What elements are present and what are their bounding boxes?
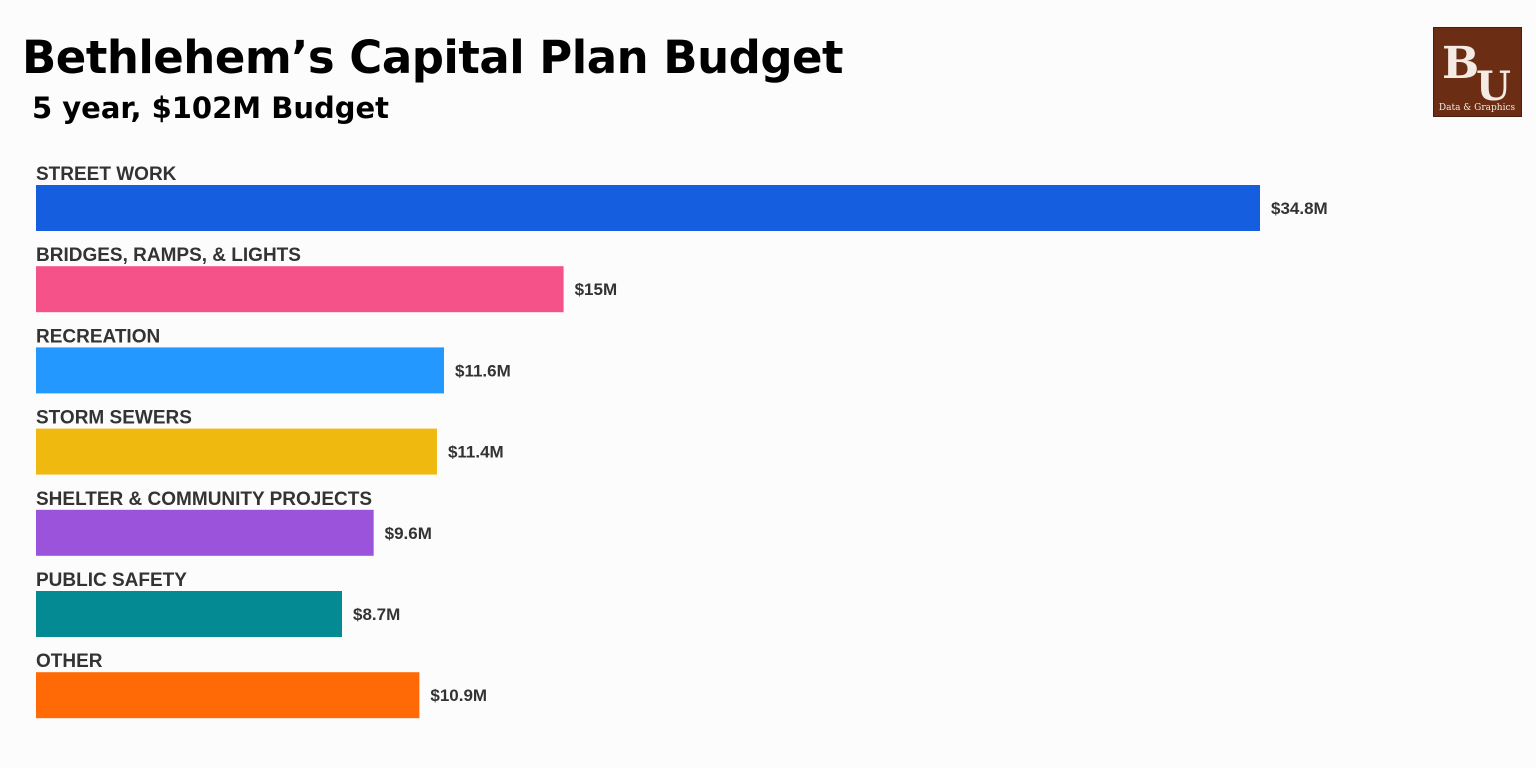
category-label: OTHER <box>36 651 103 672</box>
category-label: SHELTER & COMMUNITY PROJECTS <box>36 489 372 510</box>
category-label: PUBLIC SAFETY <box>36 570 187 591</box>
value-label: $15M <box>575 280 618 299</box>
bar <box>36 428 437 475</box>
category-label: STORM SEWERS <box>36 408 192 429</box>
value-label: $11.4M <box>448 443 504 462</box>
value-label: $10.9M <box>430 686 487 705</box>
bu-data-graphics-logo: B U Data & Graphics <box>1433 27 1522 117</box>
bar <box>36 591 342 637</box>
bar <box>36 672 420 719</box>
bar <box>36 509 374 556</box>
category-label: STREET WORK <box>36 164 177 185</box>
bar <box>36 266 564 313</box>
value-label: $11.6M <box>455 361 511 380</box>
logo-letter-b: B <box>1442 38 1479 89</box>
value-label: $8.7M <box>353 605 400 624</box>
logo-letter-u: U <box>1476 63 1511 110</box>
logo-caption: Data & Graphics <box>1439 103 1516 113</box>
value-label: $9.6M <box>385 524 432 543</box>
bar <box>36 347 444 394</box>
chart-subtitle: 5 year, $102M Budget <box>32 91 390 125</box>
category-label: RECREATION <box>36 326 160 347</box>
value-label: $34.8M <box>1271 199 1328 218</box>
chart-title: Bethlehem’s Capital Plan Budget <box>22 31 844 84</box>
bar <box>36 185 1260 231</box>
category-label: BRIDGES, RAMPS, & LIGHTS <box>36 245 301 266</box>
